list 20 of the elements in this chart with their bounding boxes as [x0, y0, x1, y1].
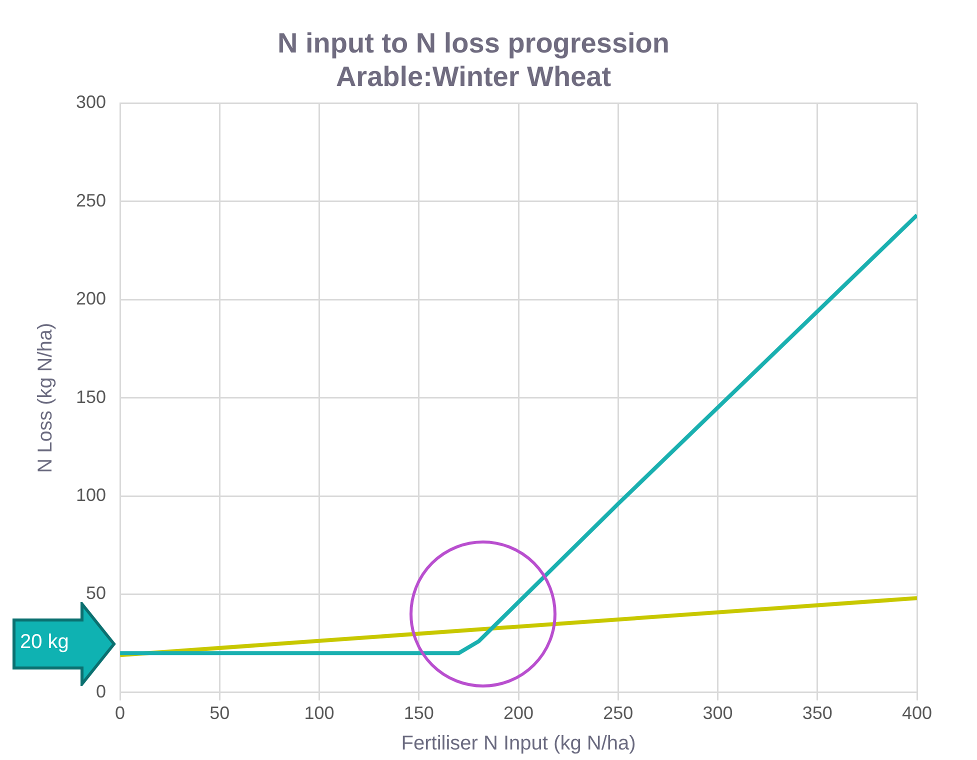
x-tick-label: 350: [802, 703, 832, 724]
y-tick-label: 50: [86, 583, 106, 604]
text: N input to N loss progression: [277, 28, 670, 59]
x-tick-label: 50: [210, 703, 230, 724]
y-tick-label: 200: [76, 288, 106, 309]
y-tick-label: 250: [76, 190, 106, 210]
x-tick-label: 250: [603, 703, 634, 724]
x-tick-label: 200: [503, 703, 534, 724]
y-tick-label: 300: [76, 92, 106, 112]
x-tick-label: 300: [702, 703, 733, 724]
y-tick-label: 150: [76, 386, 106, 407]
x-tick-label: 400: [902, 703, 932, 724]
arrow-icon: 20 kg: [12, 602, 116, 686]
x-tick-label: 150: [404, 703, 434, 724]
x-axis-title: Fertiliser N Input (kg N/ha): [401, 732, 636, 755]
y-tick-label: 100: [76, 484, 106, 505]
x-tick-label: 0: [115, 703, 126, 724]
text: Arable:Winter Wheat: [336, 61, 612, 92]
y-axis-title: N Loss (kg N/ha): [34, 322, 57, 473]
x-tick-label: 100: [304, 703, 334, 724]
